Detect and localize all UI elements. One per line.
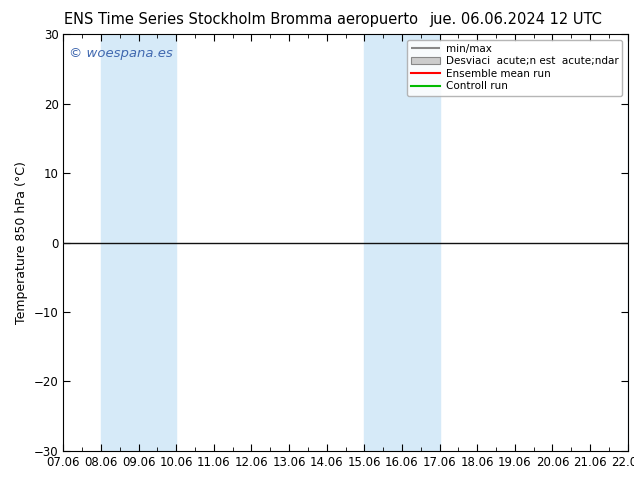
Y-axis label: Temperature 850 hPa (°C): Temperature 850 hPa (°C) (15, 161, 29, 324)
Text: ENS Time Series Stockholm Bromma aeropuerto: ENS Time Series Stockholm Bromma aeropue… (64, 12, 418, 27)
Bar (101, 34, 176, 451)
Text: jue. 06.06.2024 12 UTC: jue. 06.06.2024 12 UTC (429, 12, 602, 27)
Bar (628, 34, 634, 451)
Legend: min/max, Desviaci  acute;n est  acute;ndar, Ensemble mean run, Controll run: min/max, Desviaci acute;n est acute;ndar… (407, 40, 623, 96)
Bar (365, 34, 439, 451)
Text: © woespana.es: © woespana.es (69, 47, 173, 60)
